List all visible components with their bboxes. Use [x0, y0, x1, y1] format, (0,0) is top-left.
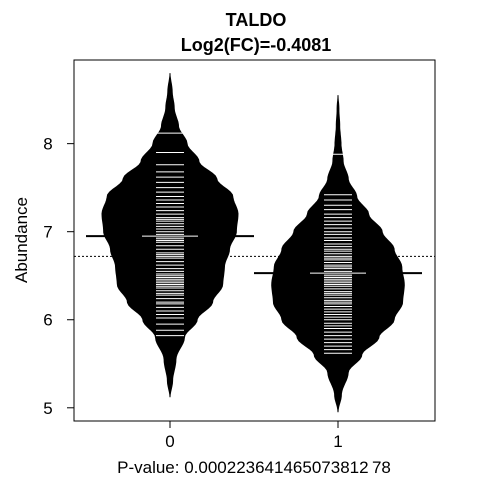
- bean-group-0: [86, 73, 254, 398]
- x-tick-label: 0: [165, 432, 174, 451]
- beans-layer: [86, 73, 422, 413]
- y-axis: 5 6 7 8: [43, 135, 75, 418]
- x-axis-label: P-value: 0.000223641465073812 78: [117, 458, 391, 477]
- x-tick-label: 1: [333, 432, 342, 451]
- y-tick-label: 7: [43, 223, 52, 242]
- chart-subtitle: Log2(FC)=-0.4081: [181, 35, 332, 55]
- y-tick-label: 8: [43, 135, 52, 154]
- y-tick-label: 6: [43, 311, 52, 330]
- y-axis-label: Abundance: [12, 197, 31, 283]
- chart-title: TALDO: [226, 10, 287, 30]
- bean-group-1: [254, 95, 422, 413]
- y-tick-label: 5: [43, 399, 52, 418]
